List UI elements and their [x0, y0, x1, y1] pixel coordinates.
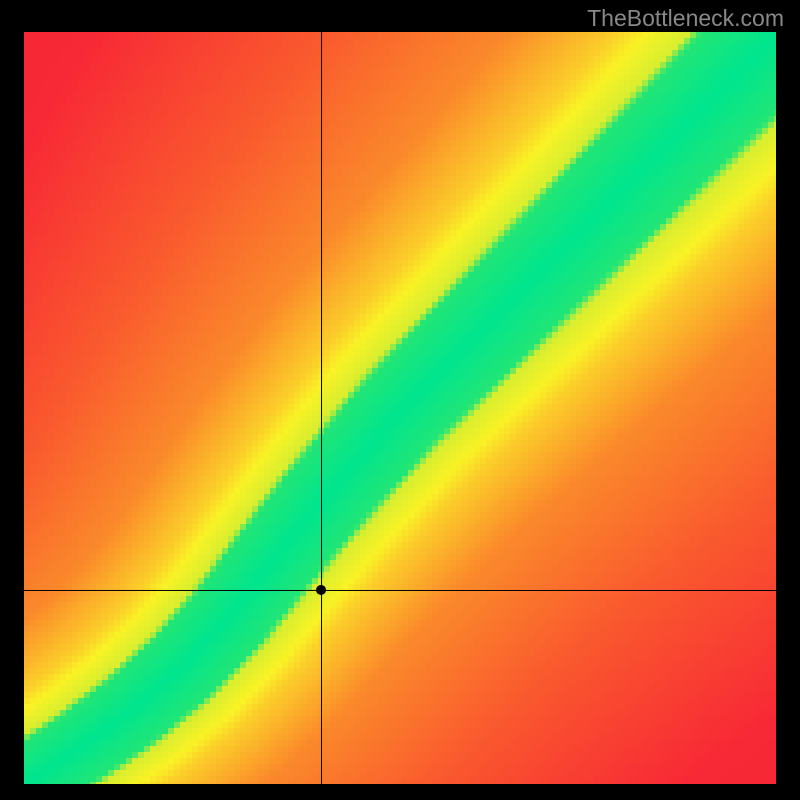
- crosshair-overlay: [24, 32, 776, 784]
- chart-container: TheBottleneck.com: [0, 0, 800, 800]
- plot-area: [24, 32, 776, 784]
- watermark-text: TheBottleneck.com: [587, 5, 784, 32]
